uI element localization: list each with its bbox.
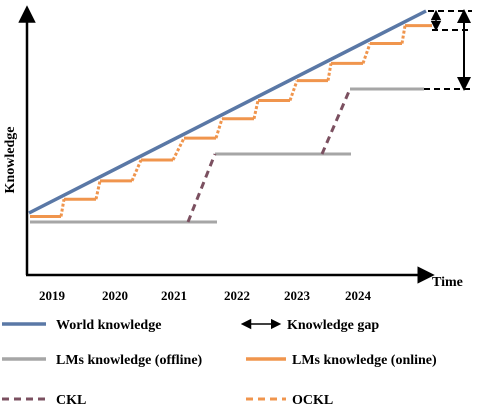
year-label-2019: 2019 bbox=[39, 288, 66, 303]
legend-label-gap: Knowledge gap bbox=[287, 318, 379, 333]
ockl-jump-2 bbox=[94, 180, 102, 200]
year-label-2024: 2024 bbox=[345, 288, 372, 303]
ockl-jump-9 bbox=[361, 42, 372, 64]
ckl-jumps bbox=[186, 88, 352, 223]
ockl-jump-10 bbox=[400, 25, 407, 44]
legend-label-online: LMs knowledge (online) bbox=[292, 353, 437, 368]
ockl-jump-1 bbox=[59, 198, 66, 217]
lms-online-steps bbox=[30, 24, 432, 218]
legend-label-ockl: OCKL bbox=[292, 393, 333, 406]
year-label-2021: 2021 bbox=[161, 288, 187, 303]
legend-label-offline: LMs knowledge (offline) bbox=[56, 353, 203, 368]
lms-offline-steps bbox=[30, 87, 424, 224]
legend-label-world: World knowledge bbox=[56, 318, 161, 333]
ockl-jump-8 bbox=[326, 63, 333, 81]
ockl-jump-4 bbox=[171, 137, 186, 161]
x-axis-title: Time bbox=[432, 275, 463, 290]
year-label-2022: 2022 bbox=[224, 288, 250, 303]
ckl-jump-1 bbox=[186, 153, 217, 223]
ockl-jump-5 bbox=[214, 118, 224, 139]
y-axis-title: Knowledge bbox=[3, 127, 18, 194]
world-knowledge-line bbox=[28, 9, 427, 215]
ckl-jump-2 bbox=[320, 88, 352, 155]
legend-label-ckl: CKL bbox=[56, 393, 86, 406]
legend: World knowledge Knowledge gap LMs knowle… bbox=[2, 318, 437, 406]
ockl-jump-3 bbox=[130, 159, 143, 182]
year-label-2020: 2020 bbox=[102, 288, 128, 303]
year-label-2023: 2023 bbox=[284, 288, 311, 303]
knowledge-gap-markers bbox=[424, 8, 472, 91]
ockl-jump-6 bbox=[252, 100, 260, 120]
ockl-jump-7 bbox=[288, 80, 299, 101]
